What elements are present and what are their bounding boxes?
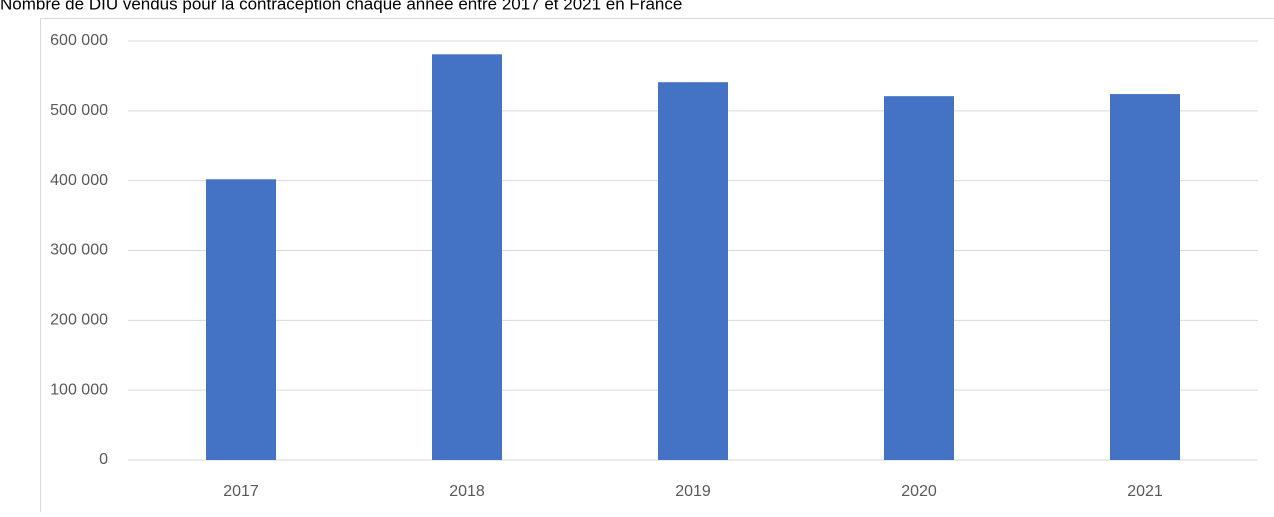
y-tick-label: 100 000 — [50, 381, 108, 398]
x-tick-label: 2018 — [449, 483, 485, 500]
y-tick-label: 200 000 — [50, 312, 108, 329]
bar — [432, 54, 502, 460]
y-tick-label: 500 000 — [50, 102, 108, 119]
y-tick-label: 600 000 — [50, 32, 108, 49]
bar — [884, 96, 954, 460]
bar — [1110, 94, 1180, 460]
bar — [206, 179, 276, 460]
y-tick-label: 0 — [99, 451, 108, 468]
y-tick-label: 400 000 — [50, 172, 108, 189]
x-tick-label: 2017 — [223, 483, 259, 500]
x-tick-label: 2020 — [901, 483, 937, 500]
x-tick-label: 2021 — [1127, 483, 1163, 500]
y-tick-label: 300 000 — [50, 242, 108, 259]
chart-title: Nombre de DIU vendus pour la contracepti… — [0, 0, 682, 13]
bar — [658, 82, 728, 460]
x-tick-label: 2019 — [675, 483, 711, 500]
